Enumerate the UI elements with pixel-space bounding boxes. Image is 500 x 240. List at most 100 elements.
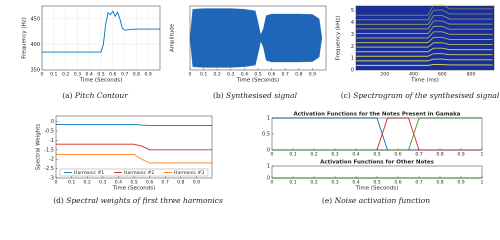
y-axis-label: Frequency (kHz) [336,16,342,61]
plot-title: Activation Functions for Other Notes [320,160,435,166]
harmonic-track [356,31,493,39]
harmonic-track [356,25,493,34]
data-line [56,143,212,151]
x-tick-label: 400 [409,72,418,78]
x-axis-label: Time (Seconds) [112,186,156,192]
x-tick-label: 0.6 [268,72,275,78]
y-tick-label: 0 [351,68,354,74]
x-tick-label: 0.9 [193,180,200,186]
caption-label: (e) [322,196,332,205]
x-tick-label: 0.9 [457,180,464,186]
x-axis-label: Time (Seconds) [236,78,280,84]
x-tick-label: 0.2 [62,72,69,78]
harmonic-track [356,42,493,48]
y-tick-label: -1.5 [44,147,54,153]
caption-text: Spectral weights of first three harmonic… [66,196,223,205]
caption-label: (b) [213,91,224,100]
y-axis-label: Amplitude [170,23,176,52]
x-axis-label: Time (ms) [410,78,439,84]
y-tick-label: 0 [267,176,270,182]
data-line [272,117,482,151]
y-tick-label: 450 [30,16,40,22]
caption-label: (d) [53,196,64,205]
x-tick-label: 0.8 [436,180,443,186]
x-tick-label: 0.6 [394,152,401,158]
x-tick-label: 0.7 [162,180,169,186]
harmonic-track [356,9,493,21]
x-tick-label: 0.7 [415,180,422,186]
x-tick-label: 0.6 [394,180,401,186]
x-tick-label: 0.9 [457,152,464,158]
x-tick-label: 0.5 [254,72,261,78]
y-tick-label: 0 [267,148,270,154]
caption-text: Spectrogram of the synthesised signal [353,91,500,100]
data-line [56,124,212,126]
x-tick-label: 0.9 [145,72,152,78]
x-axis-label: Time (Seconds) [355,186,399,192]
x-tick-label: 0.3 [331,152,338,158]
y-tick-label: -1 [49,138,54,144]
x-tick-label: 0.6 [146,180,153,186]
x-tick-label: 0.7 [282,72,289,78]
x-tick-label: 0.8 [295,72,302,78]
legend-label: Harmonic #1 [74,170,104,176]
data-line [42,10,160,53]
caption-label: (a) [62,91,72,100]
x-tick-label: 1 [481,180,484,186]
data-line [272,117,482,151]
x-tick-label: 0.1 [50,72,57,78]
plot-frame [41,5,161,71]
caption: (b) Synthesised signal [213,91,298,100]
x-tick-label: 0.6 [109,72,116,78]
x-tick-label: 0.3 [331,180,338,186]
legend-box [59,168,209,177]
y-tick-label: 3 [351,32,354,38]
signal-envelope [189,8,323,39]
caption-label: (c) [341,91,351,100]
plot-title: Activation Functions for the Notes Prese… [293,112,460,118]
x-tick-label: 0.1 [68,180,75,186]
x-tick-label: 0.2 [84,180,91,186]
caption-text: Pitch Contour [74,91,128,100]
x-tick-label: 1 [481,152,484,158]
y-tick-label: -2.5 [44,166,54,172]
y-axis-label: Spectral Weights [36,124,42,171]
x-tick-label: 0.8 [177,180,184,186]
x-tick-label: 0.4 [115,180,122,186]
x-tick-label: 0.7 [121,72,128,78]
harmonic-track [356,36,493,44]
data-line [56,154,212,164]
caption: (e) Noise activation function [322,196,430,205]
x-tick-label: 0 [41,72,44,78]
harmonic-track [356,20,493,30]
x-tick-label: 0.2 [214,72,221,78]
x-tick-label: 200 [380,72,389,78]
harmonic-track [356,64,493,66]
y-axis-label: Frequency (Hz) [22,17,28,58]
x-tick-label: 0.5 [97,72,104,78]
x-tick-label: 0.3 [99,180,106,186]
y-tick-label: 1 [351,56,354,62]
x-tick-label: 0.5 [130,180,137,186]
x-tick-label: 0 [55,180,58,186]
y-tick-label: 4 [351,20,354,26]
x-tick-label: 0.5 [373,180,380,186]
x-tick-label: 0.3 [227,72,234,78]
harmonic-track [356,47,493,53]
y-tick-label: -2 [49,157,54,163]
x-tick-label: 800 [467,72,476,78]
x-tick-label: 600 [438,72,447,78]
y-tick-label: 0.5 [262,132,270,138]
x-tick-label: 0.4 [86,72,93,78]
x-tick-label: 0.4 [352,152,359,158]
plot-frame [355,5,495,71]
x-tick-label: 0 [271,152,274,158]
y-tick-label: 0 [51,119,54,125]
x-tick-label: 0.1 [289,152,296,158]
y-tick-label: 2 [351,44,354,50]
plot-frame [271,165,483,179]
x-tick-label: 0.2 [310,152,317,158]
legend-label: Harmonic #3 [174,170,204,176]
harmonic-track [356,53,493,57]
